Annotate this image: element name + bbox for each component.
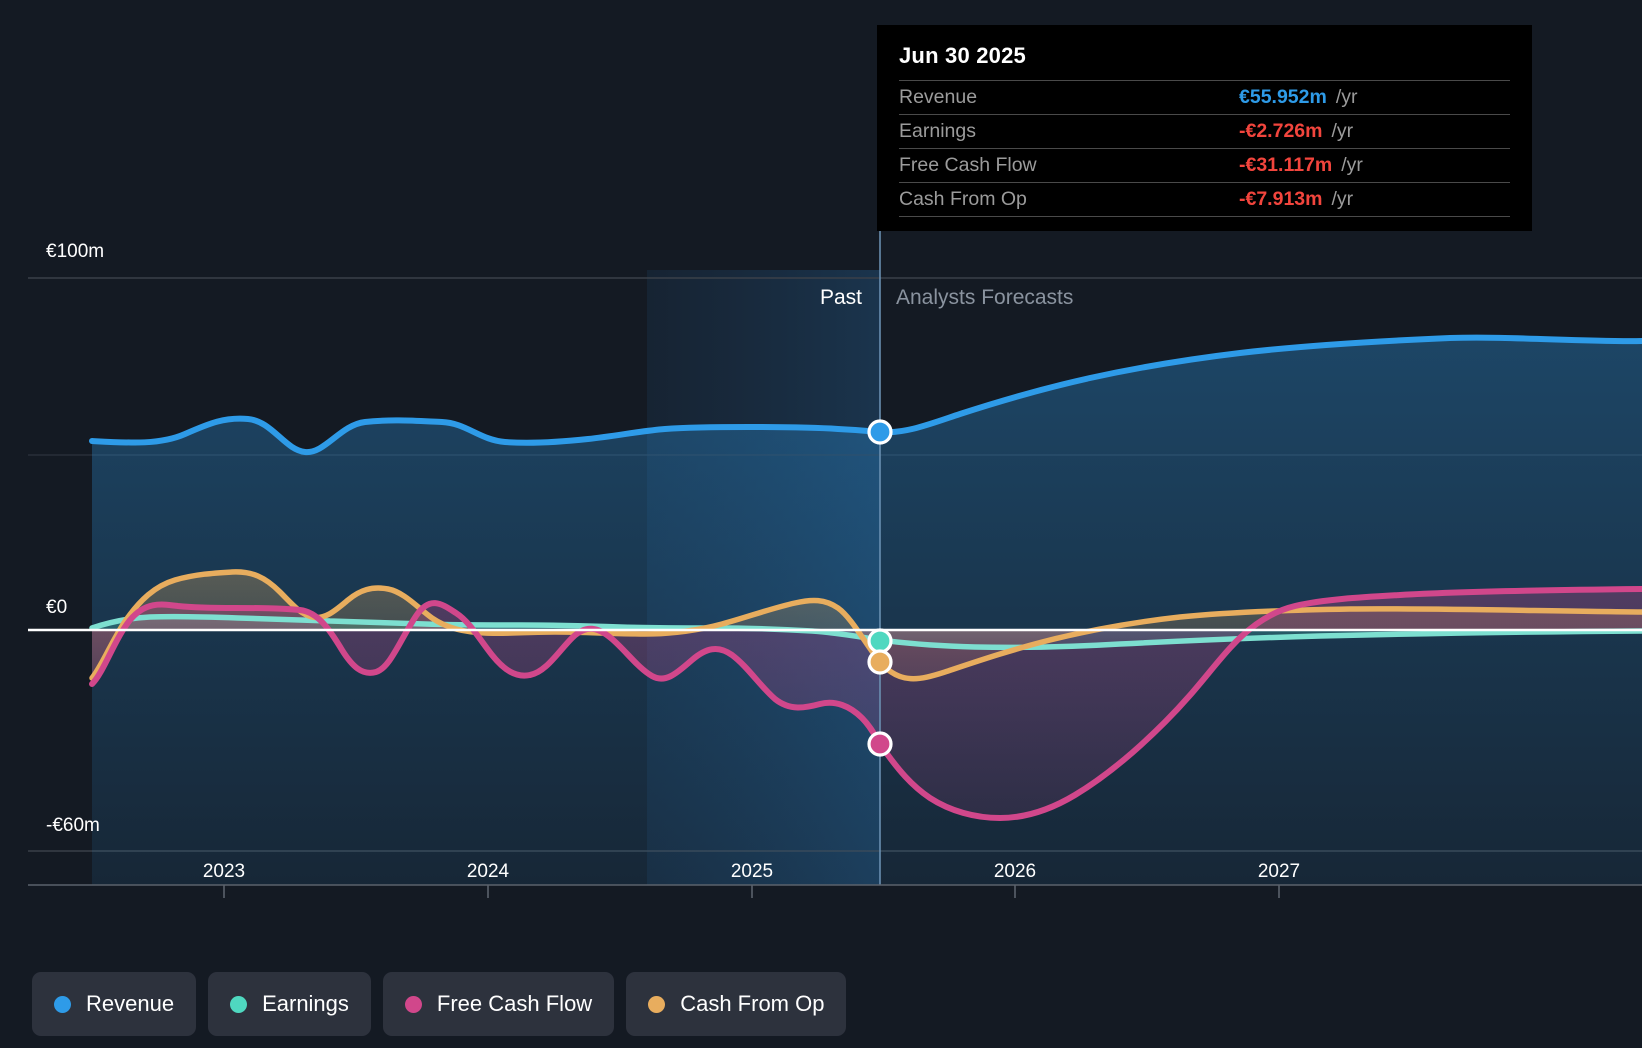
legend-item-cash-from-op[interactable]: Cash From Op — [626, 972, 847, 1036]
legend-label-free-cash-flow: Free Cash Flow — [436, 991, 593, 1016]
tooltip-label-free-cash-flow: Free Cash Flow — [899, 154, 1037, 176]
data-tooltip: Jun 30 2025 Revenue €55.952m /yr Earning… — [877, 25, 1532, 231]
x-axis-label-2024: 2024 — [466, 861, 510, 882]
marker-earnings[interactable] — [867, 628, 893, 654]
tooltip-unit-cash-from-op: /yr — [1331, 188, 1354, 210]
line-earnings — [89, 613, 1642, 651]
legend-item-free-cash-flow[interactable]: Free Cash Flow — [382, 972, 615, 1036]
tooltip-label-earnings: Earnings — [899, 120, 976, 142]
tooltip-row-earnings: Earnings -€2.726m /yr — [899, 114, 1510, 148]
legend-label-cash-from-op: Cash From Op — [680, 991, 825, 1016]
tooltip-row-revenue: Revenue €55.952m /yr — [899, 80, 1510, 114]
x-axis-label-2023: 2023 — [202, 861, 246, 882]
tooltip-unit-revenue: /yr — [1335, 86, 1358, 108]
tooltip-value-revenue: €55.952m — [1239, 86, 1327, 108]
legend-dot-free-cash-flow-icon — [404, 995, 422, 1013]
legend-label-revenue: Revenue — [86, 991, 175, 1016]
tooltip-label-cash-from-op: Cash From Op — [899, 188, 1027, 210]
past-period-label: Past — [820, 286, 863, 309]
tooltip-date: Jun 30 2025 — [899, 43, 1026, 68]
tooltip-unit-free-cash-flow: /yr — [1341, 154, 1363, 176]
line-revenue — [89, 334, 1642, 455]
tooltip-value-free-cash-flow: -€31.117m — [1239, 154, 1333, 176]
data-point-markers — [867, 419, 893, 757]
x-axis-ticks — [223, 885, 1280, 898]
legend-label-earnings: Earnings — [262, 991, 349, 1016]
legend-item-revenue[interactable]: Revenue — [32, 972, 197, 1036]
marker-cash-from-op[interactable] — [867, 649, 893, 675]
tooltip-label-revenue: Revenue — [899, 86, 978, 108]
legend-dot-earnings-icon — [230, 995, 248, 1013]
x-axis-label-2027: 2027 — [1257, 861, 1301, 882]
tooltip-value-earnings: -€2.726m — [1239, 120, 1323, 142]
line-free-cash-flow — [89, 586, 1642, 821]
line-cash-from-op — [89, 569, 1642, 682]
chart-legend: Revenue Earnings Free Cash Flow Cash Fro… — [32, 972, 847, 1036]
tooltip-row-cash-from-op: Cash From Op -€7.913m /yr — [899, 182, 1510, 217]
legend-item-earnings[interactable]: Earnings — [208, 972, 371, 1036]
y-axis-label-100m: €100m — [46, 241, 105, 262]
tooltip-unit-earnings: /yr — [1331, 120, 1354, 142]
marker-revenue[interactable] — [867, 419, 893, 445]
tooltip-value-cash-from-op: -€7.913m — [1239, 188, 1323, 210]
x-axis-label-2026: 2026 — [993, 861, 1037, 882]
area-free-cash-flow — [92, 589, 1642, 818]
marker-free-cash-flow[interactable] — [867, 731, 893, 757]
legend-dot-revenue-icon — [54, 995, 71, 1013]
y-axis-label-0: €0 — [46, 597, 68, 618]
legend-dot-cash-from-op-icon — [648, 995, 666, 1013]
y-axis-label-minus60m: -€60m — [46, 815, 100, 836]
x-axis-label-2025: 2025 — [730, 861, 774, 882]
area-revenue — [92, 337, 1642, 885]
tooltip-row-free-cash-flow: Free Cash Flow -€31.117m /yr — [899, 148, 1510, 182]
analysts-forecasts-label: Analysts Forecasts — [896, 286, 1074, 309]
